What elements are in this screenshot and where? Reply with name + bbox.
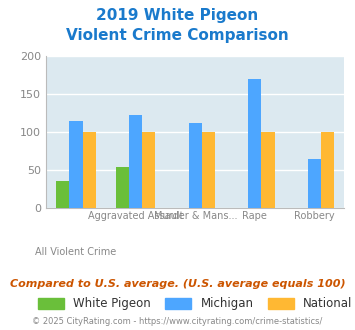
Text: Violent Crime Comparison: Violent Crime Comparison [66, 28, 289, 43]
Legend: White Pigeon, Michigan, National: White Pigeon, Michigan, National [33, 293, 355, 315]
Bar [202, 132, 215, 208]
Bar [308, 159, 321, 208]
Text: 2019 White Pigeon: 2019 White Pigeon [96, 8, 259, 23]
Bar [321, 132, 334, 208]
Bar [82, 132, 95, 208]
Bar [56, 182, 70, 208]
Bar [70, 120, 82, 208]
Bar [129, 115, 142, 208]
Bar [116, 167, 129, 208]
Bar [189, 123, 202, 208]
Text: © 2025 CityRating.com - https://www.cityrating.com/crime-statistics/: © 2025 CityRating.com - https://www.city… [32, 317, 323, 326]
Text: All Violent Crime: All Violent Crime [36, 247, 116, 257]
Text: Compared to U.S. average. (U.S. average equals 100): Compared to U.S. average. (U.S. average … [10, 279, 345, 289]
Bar [248, 79, 261, 208]
Bar [142, 132, 155, 208]
Bar [261, 132, 274, 208]
